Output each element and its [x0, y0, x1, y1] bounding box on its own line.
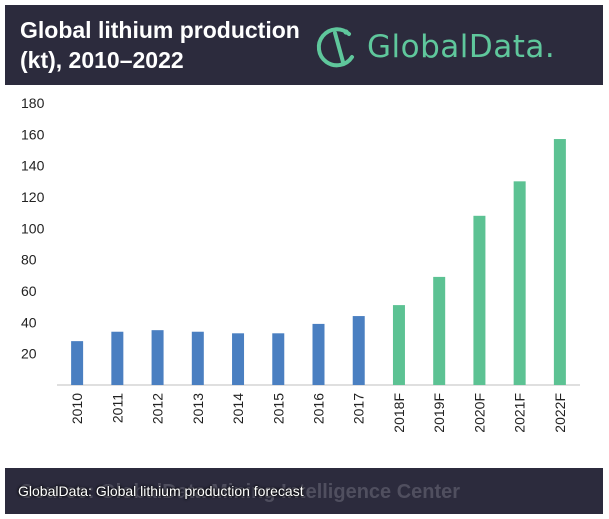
- chart-title: Global lithium production (kt), 2010–202…: [20, 17, 300, 73]
- bar: [272, 333, 285, 385]
- bar: [191, 331, 204, 385]
- x-tick-label: 2015: [270, 393, 286, 424]
- footer-band: [5, 468, 603, 514]
- x-tick-label: 2018F: [391, 393, 407, 433]
- x-tick-label: 2019F: [431, 393, 447, 433]
- globaldata-logo-icon: [316, 27, 354, 68]
- y-tick-label: 80: [21, 252, 37, 268]
- y-tick-label: 120: [21, 189, 45, 205]
- x-tick-label: 2021F: [512, 393, 528, 433]
- x-tick-label: 2017: [351, 393, 367, 424]
- y-tick-label: 140: [21, 158, 45, 174]
- x-tick-label: 2011: [109, 393, 125, 423]
- bar: [352, 316, 365, 385]
- x-tick-label: 2020F: [471, 393, 487, 433]
- y-tick-label: 40: [21, 314, 37, 330]
- y-tick-label: 20: [21, 346, 37, 362]
- bar: [111, 331, 124, 385]
- bar: [71, 341, 84, 385]
- bar: [312, 323, 325, 385]
- header-bar: Global lithium production (kt), 2010–202…: [5, 5, 603, 85]
- bar: [553, 139, 566, 385]
- x-tick-label: 2016: [311, 393, 327, 424]
- y-tick-label: 160: [21, 126, 45, 142]
- bar: [151, 330, 164, 385]
- x-tick-label: 2014: [230, 393, 246, 424]
- x-tick-label: 2010: [69, 393, 85, 424]
- chart-card: Global lithium production (kt), 2010–202…: [5, 5, 603, 514]
- x-tick-label: 2012: [150, 393, 166, 424]
- globaldata-logo-text: GlobalData.: [367, 29, 556, 65]
- bar: [392, 305, 405, 385]
- bar-chart: 20 40 60 80 100 120 140 160 180 2010 2011 2012 2013 2…: [21, 95, 580, 433]
- x-tick-label: 2013: [190, 393, 206, 424]
- bar: [473, 215, 486, 385]
- bar: [232, 333, 245, 385]
- image-caption: GlobalData: Global lithium production fo…: [18, 483, 304, 499]
- bar: [433, 276, 446, 385]
- y-tick-label: 180: [21, 95, 45, 111]
- x-tick-label: 2022F: [552, 393, 568, 433]
- source-note: Source: GlobalData Mining Intelligence C…: [20, 481, 461, 503]
- y-tick-label: 60: [21, 283, 37, 299]
- globaldata-logo: GlobalData.: [315, 23, 555, 71]
- bar: [513, 181, 526, 385]
- y-tick-label: 100: [21, 220, 45, 236]
